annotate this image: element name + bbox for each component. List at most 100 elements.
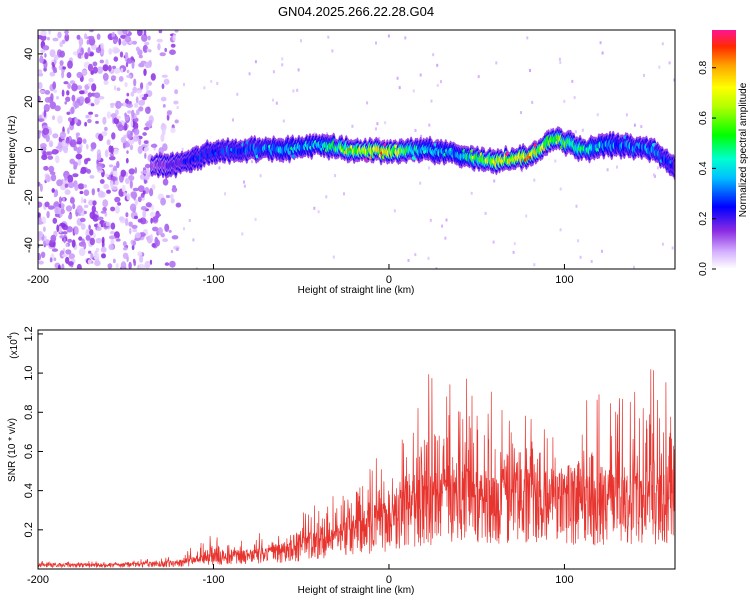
noise-cell: [56, 224, 60, 233]
noise-cell: [76, 263, 82, 269]
noise-cell: [144, 41, 150, 46]
noise-cell: [101, 131, 108, 137]
noise-speck: [419, 73, 422, 77]
noise-cell: [131, 244, 135, 251]
noise-cell: [110, 113, 117, 119]
noise-cell: [43, 109, 47, 118]
noise-cell: [63, 148, 68, 154]
noise-cell: [96, 153, 102, 161]
noise-cell: [76, 141, 82, 145]
noise-cell: [135, 46, 140, 52]
noise-cell: [134, 167, 138, 174]
noise-cell: [90, 252, 94, 259]
noise-cell: [60, 208, 65, 215]
noise-cell: [61, 263, 65, 269]
noise-cell: [166, 114, 170, 121]
noise-cell: [53, 192, 57, 198]
noise-cell: [104, 149, 109, 158]
noise-speck: [554, 159, 557, 163]
noise-cell: [45, 151, 51, 156]
noise-speck: [254, 60, 257, 64]
noise-cell: [128, 168, 135, 175]
noise-speck: [236, 92, 239, 96]
noise-cell: [59, 50, 65, 58]
noise-speck: [590, 260, 593, 263]
noise-speck: [272, 98, 274, 102]
noise-cell: [58, 196, 62, 204]
noise-cell: [133, 78, 137, 87]
noise-cell: [126, 69, 130, 74]
noise-cell: [59, 60, 64, 66]
noise-cell: [82, 138, 87, 144]
noise-cell: [117, 102, 124, 107]
noise-cell: [65, 243, 68, 248]
noise-speck: [224, 192, 226, 196]
noise-cell: [75, 153, 83, 160]
noise-speck: [376, 122, 379, 126]
svg-text:(x104): (x104): [7, 332, 20, 359]
noise-cell: [76, 85, 83, 90]
noise-cell: [144, 163, 151, 169]
x-tick-label: -200: [27, 274, 49, 286]
noise-speck: [436, 63, 439, 67]
noise-cell: [113, 148, 119, 155]
noise-cell: [38, 118, 45, 122]
noise-cell: [145, 106, 151, 115]
y-tick-label: 20: [23, 96, 35, 108]
noise-cell: [64, 33, 70, 42]
noise-cell: [115, 109, 119, 116]
noise-cell: [122, 102, 127, 107]
noise-cell: [141, 144, 148, 149]
noise-cell: [80, 166, 87, 174]
noise-cell: [109, 156, 116, 161]
noise-speck: [525, 214, 528, 218]
noise-speck: [384, 121, 387, 125]
noise-cell: [40, 30, 47, 37]
noise-speck: [533, 263, 536, 267]
noise-cell: [61, 254, 68, 258]
noise-cell: [100, 48, 105, 55]
noise-cell: [88, 35, 95, 40]
noise-cell: [45, 174, 51, 183]
x-tick-label: 100: [555, 574, 573, 586]
noise-cell: [150, 234, 153, 240]
noise-cell: [149, 188, 154, 197]
noise-speck: [477, 75, 480, 79]
noise-speck: [296, 88, 299, 92]
noise-cell: [92, 200, 97, 206]
noise-speck: [563, 99, 566, 103]
noise-cell: [62, 197, 65, 202]
noise-cell: [170, 43, 176, 48]
noise-cell: [59, 235, 65, 239]
noise-cell: [86, 168, 91, 174]
noise-cell: [114, 205, 120, 214]
noise-speck: [327, 35, 330, 39]
noise-cell: [65, 205, 73, 212]
noise-cell: [129, 227, 132, 235]
noise-cell: [166, 110, 173, 115]
noise-cell: [95, 120, 99, 124]
snr-line: [38, 369, 675, 569]
noise-cell: [67, 238, 73, 243]
noise-cell: [81, 55, 84, 59]
noise-cell: [62, 66, 66, 70]
noise-cell: [145, 82, 149, 92]
noise-cell: [116, 238, 121, 242]
noise-cell: [89, 30, 94, 33]
noise-speck: [571, 79, 574, 83]
noise-cell: [155, 239, 160, 247]
noise-cell: [120, 169, 127, 177]
noise-cell: [38, 95, 41, 103]
noise-cell: [94, 114, 99, 118]
noise-cell: [127, 110, 132, 114]
noise-cell: [103, 79, 109, 85]
noise-cell: [109, 153, 115, 157]
noise-speck: [601, 249, 603, 253]
noise-cell: [84, 52, 89, 60]
noise-cell: [160, 123, 167, 131]
noise-cell: [126, 74, 132, 78]
noise-cell: [112, 36, 118, 40]
noise-cell: [164, 262, 170, 266]
noise-cell: [61, 89, 65, 97]
noise-speck: [520, 111, 522, 115]
